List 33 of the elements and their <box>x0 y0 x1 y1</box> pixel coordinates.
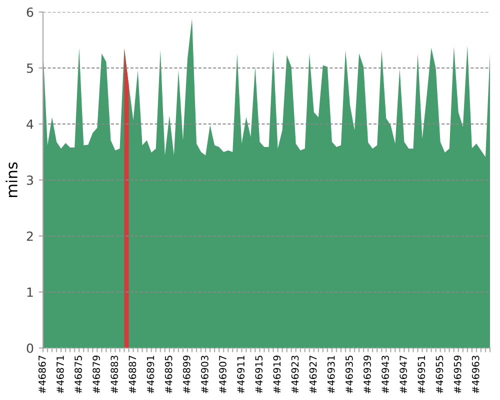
x-tick-label: #46963 <box>472 356 480 394</box>
y-tick-label: 2 <box>26 231 33 241</box>
y-tick-label: 0 <box>26 343 34 353</box>
y-tick-label: 5 <box>26 64 33 73</box>
y-tick-label: 4 <box>26 120 34 129</box>
x-tick-label: #46943 <box>382 356 389 394</box>
x-tick-label: #46871 <box>56 356 64 394</box>
x-tick-label: #46879 <box>92 356 100 394</box>
y-tick-label: 3 <box>26 175 33 185</box>
x-tick-label: #46887 <box>128 356 136 394</box>
x-tick-label: #46875 <box>74 356 82 394</box>
y-axis-title: mins <box>6 162 18 197</box>
x-tick-label: #46899 <box>182 356 190 394</box>
x-tick-label: #46923 <box>291 356 299 394</box>
x-tick-label: #46883 <box>110 356 118 394</box>
x-tick-label: #46895 <box>164 356 172 394</box>
x-tick-label: #46931 <box>327 356 335 394</box>
x-tick-label: #46947 <box>400 356 408 394</box>
x-tick-label: #46907 <box>219 356 226 394</box>
y-tick-label: 1 <box>27 288 33 297</box>
x-tick-label: #46959 <box>454 356 462 394</box>
x-tick-label: #46911 <box>237 356 244 394</box>
x-tick-label: #46891 <box>146 356 154 394</box>
y-tick-label: 6 <box>26 7 34 17</box>
x-tick-label: #46903 <box>201 356 208 394</box>
x-tick-label: #46951 <box>418 356 426 394</box>
x-tick-label: #46915 <box>255 356 263 394</box>
x-tick-label: #46935 <box>345 356 353 394</box>
x-tick-label: #46919 <box>273 356 281 394</box>
x-tick-label: #46939 <box>364 356 371 394</box>
x-tick-label: #46927 <box>309 356 317 394</box>
x-tick-label: #46867 <box>38 356 46 394</box>
x-tick-label: #46955 <box>436 356 444 394</box>
